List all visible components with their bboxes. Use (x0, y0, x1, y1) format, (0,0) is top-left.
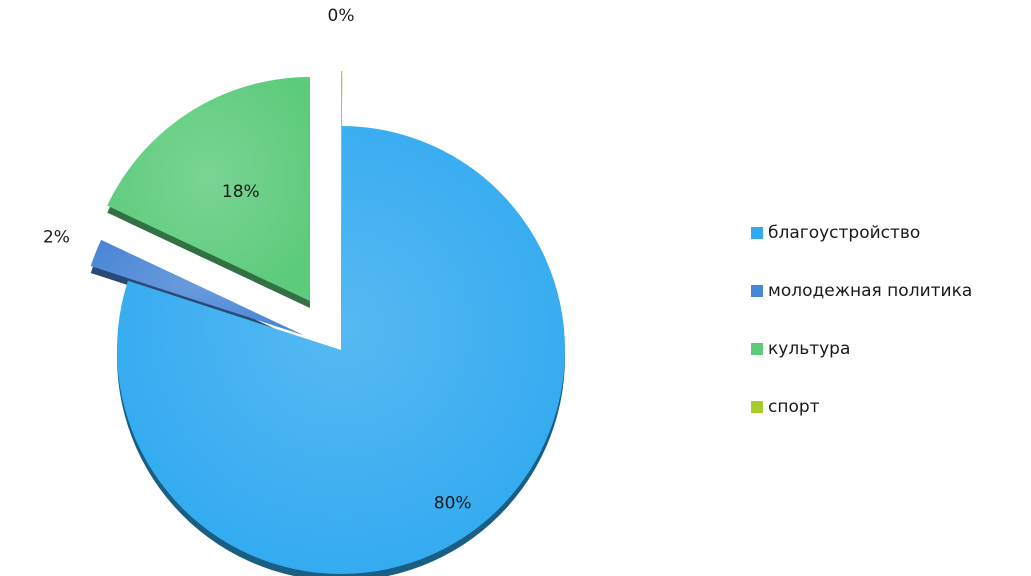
legend-label: молодежная политика (768, 281, 973, 301)
legend-item-blagoustroystvo[interactable]: благоустройство (751, 204, 972, 262)
legend-label: спорт (768, 397, 820, 417)
chart-legend: благоустройство молодежная политика куль… (751, 204, 972, 436)
pie-slice-gloss (341, 71, 343, 295)
pie-slice-gloss (116, 126, 565, 574)
legend-item-sport[interactable]: спорт (751, 378, 972, 436)
legend-item-kultura[interactable]: культура (751, 320, 972, 378)
data-label-kultura: 18% (222, 182, 260, 202)
legend-swatch (751, 227, 763, 239)
legend-item-molodezhnaya-politika[interactable]: молодежная политика (751, 262, 972, 320)
data-label-sport: 0% (328, 6, 355, 26)
legend-swatch (751, 343, 763, 355)
legend-label: культура (768, 339, 851, 359)
pie-slice-gloss (90, 239, 304, 336)
legend-swatch (751, 401, 763, 413)
legend-swatch (751, 285, 763, 297)
data-label-blagoustroystvo: 80% (434, 494, 472, 514)
pie-slice-gloss (107, 77, 310, 302)
legend-label: благоустройство (768, 223, 921, 243)
data-label-molodezhnaya-politika: 2% (43, 227, 70, 247)
